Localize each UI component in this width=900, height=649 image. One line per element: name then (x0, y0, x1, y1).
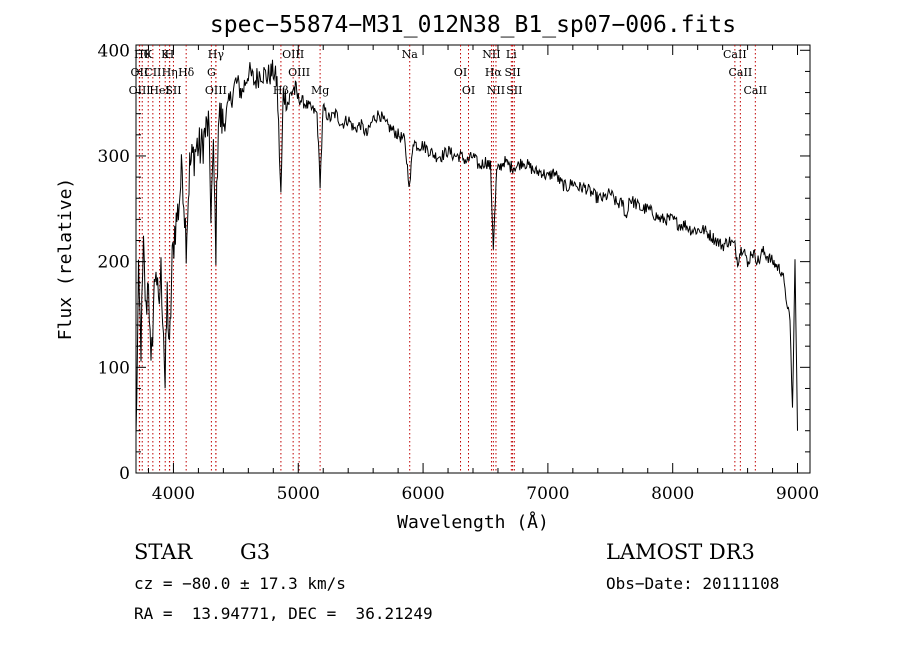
line-label: Hγ (208, 48, 225, 61)
line-label: Hβ (273, 84, 289, 97)
line-label: Hδ (178, 66, 195, 79)
line-label: HeI (149, 84, 169, 97)
y-tick-label: 0 (119, 464, 130, 484)
line-label: H (165, 48, 175, 61)
line-label: OI (454, 66, 467, 79)
y-axis-label: Flux (relative) (55, 178, 76, 341)
line-label: CII (144, 66, 161, 79)
chart-title: spec−55874−M31_012N38_B1_sp07−006.fits (210, 12, 736, 38)
line-label: K (144, 48, 153, 61)
emission-lines (138, 45, 756, 473)
line-label: Mg (311, 84, 329, 97)
axis-tick-labels: 4000 5000 6000 7000 8000 9000 0 100 200 300 400 (98, 41, 820, 504)
axis-ticks (136, 45, 810, 474)
line-label: OIII (288, 66, 310, 79)
emission-line-labels: HθOIIOIIIKCIIHeIKHηSIIHHδOIIIHγGHβOIIIOI… (129, 48, 768, 97)
line-label: OIII (129, 84, 151, 97)
spectrum-line (135, 59, 798, 435)
x-tick-label: 6000 (401, 484, 444, 504)
line-label: Hθ (134, 48, 151, 61)
object-class: STAR (134, 540, 193, 564)
x-tick-label: 7000 (526, 484, 569, 504)
x-tick-label: 8000 (651, 484, 694, 504)
line-label: CaII (743, 84, 767, 97)
line-label: G (207, 66, 216, 79)
y-tick-label: 400 (98, 41, 130, 61)
y-tick-label: 200 (98, 253, 130, 273)
line-label: OI (462, 84, 475, 97)
coordinates: RA = 13.94771, DEC = 36.21249 (134, 604, 433, 623)
y-tick-label: 300 (98, 147, 130, 167)
redshift-velocity: cz = −80.0 ± 17.3 km/s (134, 574, 346, 593)
line-label: OIII (282, 48, 304, 61)
line-label: NII (487, 84, 505, 97)
line-label: Na (402, 48, 419, 61)
line-label: CaII (729, 66, 753, 79)
line-label: OIII (205, 84, 227, 97)
line-label: OII (131, 66, 149, 79)
survey-name: LAMOST DR3 (606, 540, 755, 564)
x-tick-label: 5000 (277, 484, 320, 504)
line-label: Hη (162, 66, 178, 79)
x-tick-label: 9000 (776, 484, 819, 504)
object-subclass: G3 (240, 540, 271, 564)
x-tick-label: 4000 (152, 484, 195, 504)
plot-frame (135, 44, 811, 474)
line-label: K (161, 48, 170, 61)
line-label: NII (482, 48, 500, 61)
line-label: SII (165, 84, 181, 97)
line-label: Hα (485, 66, 503, 79)
observation-date: Obs−Date: 20111108 (606, 574, 780, 593)
line-label: Li (506, 48, 517, 61)
y-tick-label: 100 (98, 358, 130, 378)
x-axis-label: Wavelength (Å) (397, 511, 549, 533)
line-label: SII (506, 84, 522, 97)
line-label: SII (504, 66, 520, 79)
line-label: CaII (723, 48, 747, 61)
